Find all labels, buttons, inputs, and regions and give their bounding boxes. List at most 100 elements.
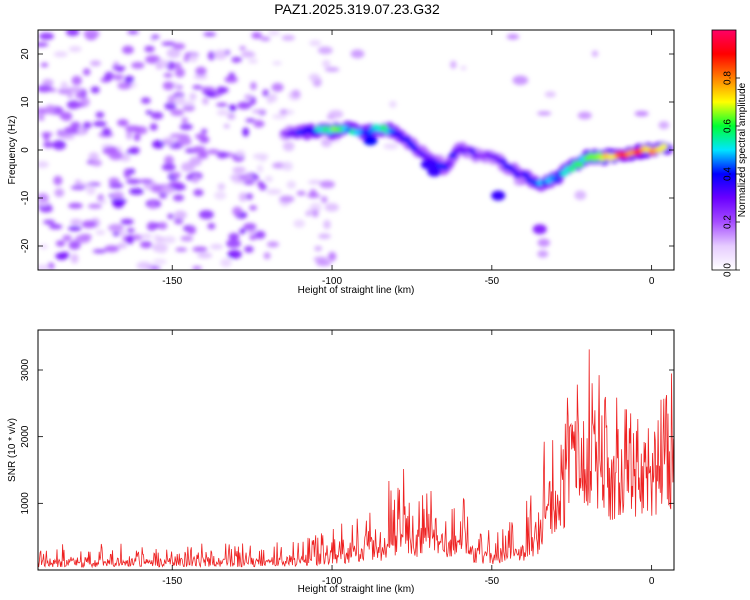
noise-blob xyxy=(112,231,120,237)
noise-blob xyxy=(179,123,193,130)
spectrogram-y-tick-label: -20 xyxy=(20,238,31,253)
noise-blob xyxy=(68,240,81,250)
noise-blob xyxy=(48,224,63,230)
noise-blob xyxy=(537,250,549,258)
noise-blob xyxy=(193,74,208,80)
noise-blob xyxy=(162,81,175,91)
noise-blob xyxy=(140,233,153,239)
noise-blob xyxy=(38,116,45,121)
noise-blob xyxy=(112,198,125,209)
noise-blob xyxy=(237,101,252,110)
noise-blob xyxy=(213,49,228,60)
ridge-core xyxy=(552,176,561,183)
noise-blob xyxy=(140,241,153,249)
noise-blob xyxy=(224,76,238,83)
noise-blob xyxy=(227,113,236,120)
ridge-core xyxy=(468,148,477,155)
noise-blob xyxy=(70,218,83,226)
ridge-core xyxy=(567,165,576,172)
noise-blob xyxy=(537,111,552,116)
noise-blob xyxy=(107,224,124,232)
noise-blob xyxy=(38,161,49,168)
noise-blob xyxy=(151,34,160,40)
spectrogram-y-tick-label: -10 xyxy=(20,190,31,205)
noise-blob xyxy=(226,239,241,249)
noise-blob xyxy=(227,249,242,259)
noise-blob xyxy=(228,104,237,112)
noise-blob xyxy=(42,78,54,87)
noise-blob xyxy=(260,36,271,42)
noise-blob xyxy=(83,30,100,39)
snr-y-tick-label: 1000 xyxy=(20,492,31,515)
noise-blob xyxy=(272,61,282,66)
noise-blob xyxy=(59,111,72,121)
ridge-core xyxy=(448,152,457,159)
noise-blob xyxy=(210,244,224,250)
noise-blob xyxy=(389,100,397,108)
noise-blob xyxy=(39,243,48,250)
noise-blob xyxy=(198,209,214,220)
noise-blob xyxy=(38,201,49,207)
noise-blob xyxy=(577,111,592,120)
noise-blob xyxy=(321,59,331,68)
noise-blob xyxy=(104,71,114,81)
noise-blob xyxy=(231,173,240,183)
noise-blob xyxy=(125,149,140,155)
noise-blob xyxy=(327,251,337,262)
noise-blob xyxy=(591,50,599,58)
ridge-core xyxy=(395,131,404,138)
noise-blob xyxy=(266,241,279,248)
noise-blob xyxy=(320,196,328,204)
noise-blob xyxy=(38,85,53,93)
noise-blob xyxy=(269,93,278,103)
noise-blob xyxy=(67,86,83,93)
spectrogram-x-tick-label: -50 xyxy=(485,276,500,287)
noise-blob xyxy=(318,233,331,240)
noise-blob xyxy=(205,91,217,98)
noise-blob xyxy=(317,46,333,55)
noise-blob xyxy=(146,221,157,232)
spectrogram-y-tick-label: 20 xyxy=(20,48,31,60)
noise-blob xyxy=(75,91,83,99)
noise-blob xyxy=(183,56,190,62)
noise-blob xyxy=(180,235,194,242)
noise-blob xyxy=(182,100,195,107)
noise-blob xyxy=(197,252,213,259)
noise-blob xyxy=(163,73,173,78)
chart-title: PAZ1.2025.319.07.23.G32 xyxy=(274,1,440,17)
ridge-core xyxy=(521,171,530,178)
noise-blob xyxy=(122,45,134,55)
noise-blob xyxy=(108,150,123,161)
noise-blob xyxy=(95,111,105,119)
noise-blob xyxy=(232,166,246,174)
noise-blob xyxy=(241,50,255,58)
spectrogram-x-tick-label: -150 xyxy=(162,276,182,287)
noise-blob xyxy=(124,75,135,84)
noise-blob xyxy=(104,245,120,253)
noise-blob xyxy=(256,164,264,173)
noise-blob xyxy=(244,94,253,101)
spectrogram-heatmap xyxy=(38,30,673,270)
noise-blob xyxy=(249,234,257,241)
noise-blob xyxy=(223,124,230,129)
noise-blob xyxy=(156,236,165,243)
snr-x-tick-label: -100 xyxy=(322,576,342,587)
noise-blob xyxy=(286,180,297,189)
noise-blob xyxy=(172,194,185,202)
noise-blob xyxy=(172,43,186,50)
noise-blob xyxy=(574,190,587,201)
noise-blob xyxy=(155,63,163,70)
noise-blob xyxy=(243,180,255,185)
noise-blob xyxy=(68,202,83,209)
ridge-blob xyxy=(427,166,442,177)
noise-blob xyxy=(133,133,141,142)
noise-blob xyxy=(311,209,319,218)
noise-blob xyxy=(38,42,49,47)
noise-blob xyxy=(537,238,551,247)
noise-blob xyxy=(71,75,82,86)
noise-blob xyxy=(164,155,174,166)
noise-blob xyxy=(178,134,191,145)
spectrogram-y-tick-label: 0 xyxy=(20,147,31,153)
